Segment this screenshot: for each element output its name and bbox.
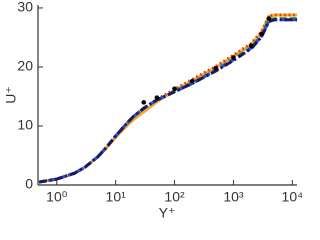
series-line <box>38 18 297 184</box>
chart: Y⁺ U⁺ 0 10 20 30 10⁰ 10¹ 10² 10³ 10⁴ <box>3 0 302 221</box>
y-axis-label: U⁺ <box>3 86 19 104</box>
x-tick-label: 10² <box>164 189 185 205</box>
data-point <box>266 16 272 21</box>
y-tick-label: 30 <box>17 0 33 15</box>
data-point <box>259 31 264 37</box>
data-point <box>248 43 254 49</box>
y-tick-label: 10 <box>17 117 33 133</box>
x-tick-label: 10¹ <box>106 189 127 205</box>
x-tick-label: 10⁰ <box>46 189 68 205</box>
x-tick-label: 10³ <box>223 189 244 205</box>
y-tick-label: 0 <box>25 176 33 192</box>
data-point <box>231 55 236 60</box>
data-point <box>189 78 195 84</box>
series-line <box>38 18 297 184</box>
data-point <box>141 100 147 105</box>
series-line <box>38 17 297 184</box>
data-point <box>213 65 219 71</box>
y-tick-label: 20 <box>17 58 33 74</box>
data-point <box>154 95 160 100</box>
x-axis-label: Y⁺ <box>159 205 176 221</box>
data-point <box>172 86 177 92</box>
x-tick-label: 10⁴ <box>282 189 302 205</box>
